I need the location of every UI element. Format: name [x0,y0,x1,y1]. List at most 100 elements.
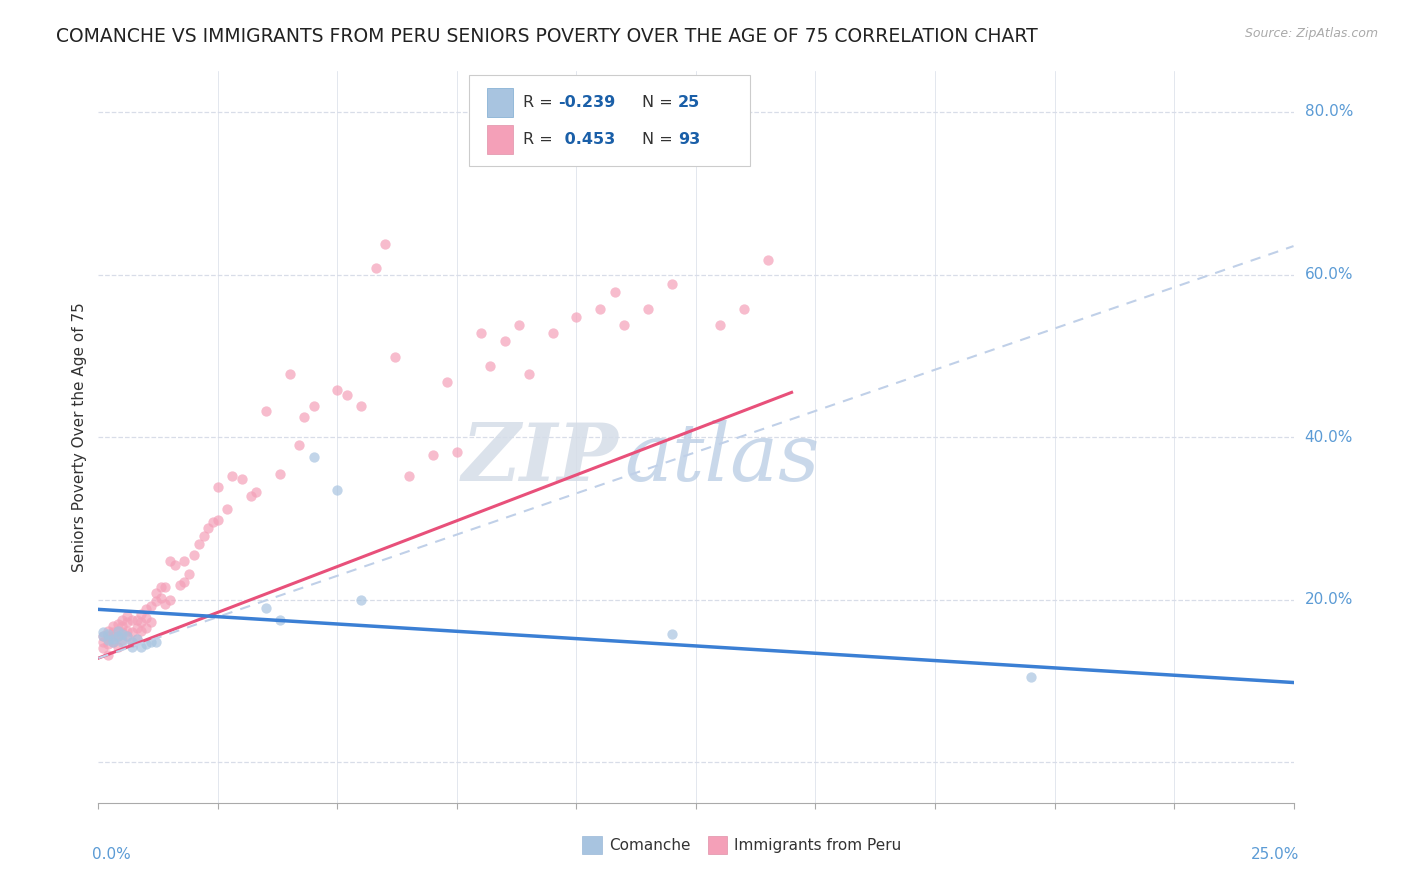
Point [131,624,153,638]
Point [155,597,177,611]
Point [115,629,138,643]
Point [107,629,129,643]
Text: -0.239: -0.239 [558,95,616,110]
Bar [486,88,513,118]
Point [159,592,181,607]
Point [97,648,120,662]
Point [197,521,219,535]
Point [125,621,148,635]
Point [207,480,229,494]
Point [107,624,129,638]
Point [169,578,191,592]
Point [149,591,172,605]
Text: 0.453: 0.453 [558,132,614,147]
Point [207,513,229,527]
Point [91,641,114,656]
Point [121,640,143,654]
Bar [486,125,513,154]
Text: 80.0%: 80.0% [1305,104,1353,120]
Point [613,318,636,332]
Point [135,610,157,624]
Point [589,301,612,316]
Point [254,404,277,418]
Point [131,607,153,622]
Text: ZIP: ZIP [461,420,619,498]
Point [91,629,114,643]
Point [111,613,134,627]
Text: 60.0%: 60.0% [1305,267,1353,282]
Text: Source: ZipAtlas.com: Source: ZipAtlas.com [1244,27,1378,40]
Text: 40.0%: 40.0% [1305,430,1353,444]
Point [183,548,205,562]
Point [202,516,225,530]
Point [131,615,153,630]
Text: 25.0%: 25.0% [1251,847,1299,862]
Point [278,367,301,381]
Point [91,625,114,640]
Point [145,586,167,600]
Point [121,613,143,627]
Point [517,367,540,381]
Point [135,637,157,651]
Point [254,600,277,615]
Point [221,469,243,483]
Point [107,624,129,638]
Point [336,388,359,402]
Point [159,553,181,567]
Point [1019,670,1042,684]
Point [91,629,114,643]
Point [302,399,325,413]
Point [145,635,167,649]
Point [101,632,124,646]
Point [139,635,162,649]
Point [398,469,420,483]
Point [733,301,755,316]
Point [269,467,291,481]
Point [111,626,134,640]
Point [101,625,124,640]
Text: atlas: atlas [624,420,820,498]
Point [541,326,564,340]
Point [709,318,731,332]
Text: R =: R = [523,95,558,110]
Point [97,624,120,638]
Point [374,236,396,251]
Point [217,501,239,516]
Point [479,359,502,373]
Point [131,640,153,654]
Text: N =: N = [643,132,678,147]
Point [115,615,138,630]
Point [173,574,195,589]
Point [107,640,129,654]
Point [155,581,177,595]
Point [173,553,195,567]
Point [231,472,253,486]
Point [637,301,659,316]
Text: 93: 93 [678,132,700,147]
Point [470,326,492,340]
Point [111,635,134,649]
Point [107,617,129,632]
Point [107,629,129,643]
Point [111,633,134,648]
FancyBboxPatch shape [470,75,749,167]
Point [384,351,406,365]
Point [565,310,588,324]
Bar [582,836,602,854]
Point [179,566,201,581]
Point [121,635,143,649]
Point [350,592,373,607]
Point [121,635,143,649]
Point [121,625,143,640]
Point [91,635,114,649]
Text: Immigrants from Peru: Immigrants from Peru [734,838,901,853]
Point [125,632,148,646]
Point [494,334,516,348]
Point [245,485,267,500]
Point [145,594,167,608]
Point [326,383,349,397]
Point [149,581,172,595]
Point [97,629,120,643]
Point [101,635,124,649]
Point [115,608,138,623]
